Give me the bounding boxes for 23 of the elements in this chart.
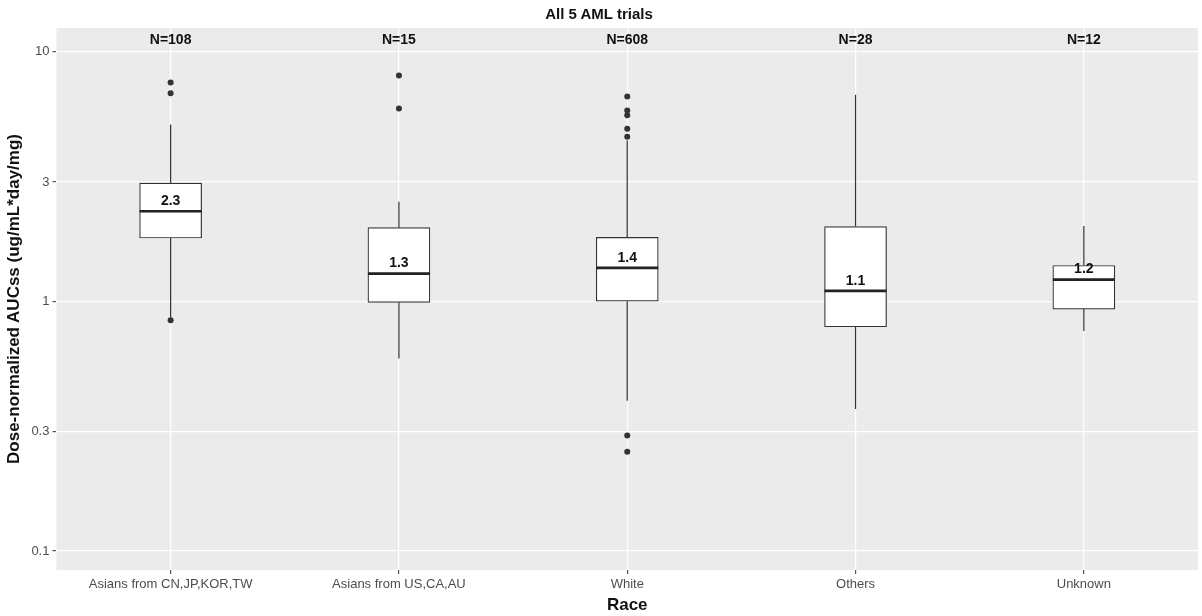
annotation: N=108 — [149, 30, 192, 47]
x-tick-label: Asians from CN,JP,KOR,TW — [88, 576, 254, 592]
text: 1.4 — [617, 248, 637, 265]
x-axis-title: Race — [606, 595, 648, 615]
text: 1.3 — [389, 254, 409, 271]
y-tick-label: 1 — [42, 292, 50, 308]
text: 1.2 — [1074, 260, 1094, 277]
annotation: N=12 — [1066, 30, 1101, 47]
text: 2.3 — [160, 192, 181, 209]
annotation: N=15 — [382, 30, 417, 47]
annotation: N=28 — [838, 30, 873, 47]
y-tick-label: 0.1 — [31, 542, 50, 558]
y-axis-title: Dose-normalized AUCss (ug/mL*day/mg) — [3, 134, 23, 464]
x-tick-label: Others — [836, 576, 876, 592]
y-tick-label: 10 — [35, 42, 50, 58]
y-tick-label: 3 — [42, 173, 50, 189]
annotation: N=608 — [606, 30, 649, 47]
x-tick-label: White — [610, 576, 644, 592]
x-tick-label: Unknown — [1056, 576, 1111, 592]
text: 1.1 — [845, 271, 866, 288]
x-tick-label: Asians from US,CA,AU — [332, 576, 466, 592]
chart-title: All 5 AML trials — [545, 5, 653, 23]
y-tick-label: 0.3 — [31, 423, 50, 439]
